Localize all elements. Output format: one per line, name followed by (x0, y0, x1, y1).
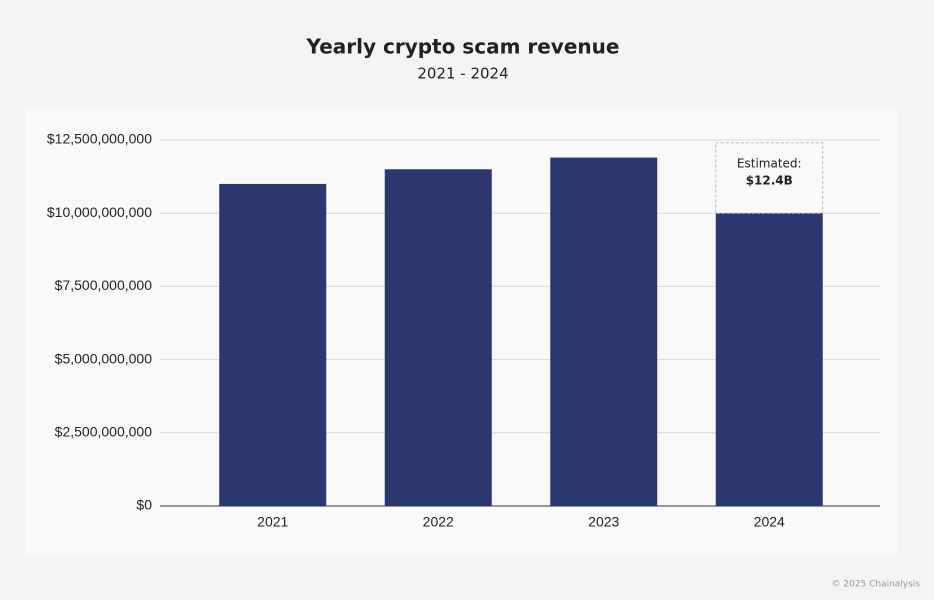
y-tick-label: $7,500,000,000 (55, 277, 153, 293)
y-tick-label: $12,500,000,000 (47, 131, 152, 147)
x-tick-label: 2021 (257, 514, 288, 530)
x-tick-label: 2022 (423, 514, 454, 530)
x-tick-label: 2023 (588, 514, 619, 530)
y-tick-label: $0 (136, 497, 152, 513)
estimate-box (715, 142, 824, 214)
y-tick-label: $10,000,000,000 (47, 204, 152, 220)
y-tick-label: $5,000,000,000 (55, 350, 153, 366)
estimate-label: Estimated: (737, 156, 802, 170)
x-tick-label: 2024 (754, 514, 785, 530)
bar (715, 213, 823, 506)
chart-subtitle: 2021 - 2024 (417, 65, 508, 83)
footer: © 2025 Chainalysis (831, 580, 920, 590)
bar (384, 169, 492, 506)
bar (219, 183, 327, 507)
chart-title: Yearly crypto scam revenue (306, 35, 620, 59)
estimate-value: $12.4B (746, 173, 793, 187)
y-tick-label: $2,500,000,000 (55, 424, 153, 440)
bar (550, 157, 658, 506)
